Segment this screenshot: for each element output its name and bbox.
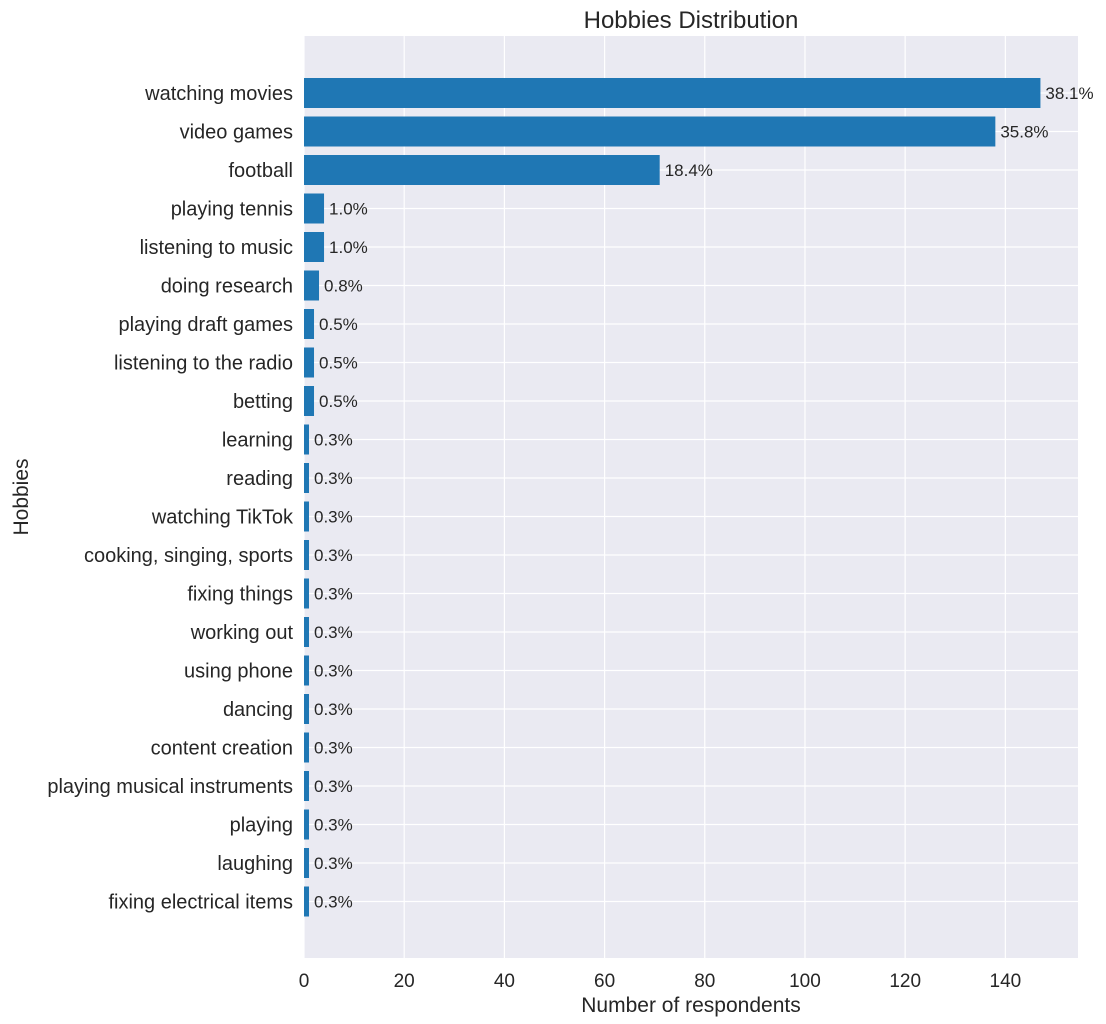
category-label: watching movies [144,83,293,105]
data-label: 38.1% [1045,84,1093,103]
bar [304,232,325,262]
category-label: working out [190,622,294,644]
bar [304,424,310,455]
category-label: playing draft games [118,314,293,336]
bar [304,809,310,840]
data-label: 0.3% [314,700,353,719]
category-label: doing research [161,276,293,298]
bar [304,386,315,416]
category-label: dancing [223,699,293,721]
category-label: watching TikTok [151,507,294,529]
category-label: content creation [151,738,293,760]
bar [304,655,310,686]
data-label: 0.3% [314,431,353,450]
data-label: 0.3% [314,893,353,912]
data-label: 35.8% [1000,123,1048,142]
data-label: 0.3% [314,739,353,758]
bar [304,617,310,647]
x-tick-label: 40 [494,971,515,992]
category-label: cooking, singing, sports [84,545,293,567]
bar [304,540,310,570]
bar [304,116,996,147]
data-label: 0.8% [324,277,363,296]
plot-area [304,36,1078,958]
bar [304,193,325,224]
x-axis-title: Number of respondents [581,994,800,1017]
category-label: video games [180,122,293,144]
category-labels: watching movies video games football playin… [47,83,294,914]
category-label: laughing [217,853,293,875]
bar [304,270,320,301]
y-axis-title: Hobbies [10,458,33,535]
category-label: playing tennis [171,199,293,221]
category-label: learning [222,430,293,452]
data-label: 0.3% [314,546,353,565]
x-tick-label: 140 [990,971,1022,992]
bar [304,578,310,609]
data-label: 0.3% [314,508,353,527]
category-label: listening to music [140,237,293,259]
data-label: 1.0% [329,238,368,257]
bar [304,463,310,493]
bar [304,848,310,878]
data-label: 0.3% [314,777,353,796]
chart-title: Hobbies Distribution [584,7,799,34]
category-label: playing [230,815,293,837]
data-label: 1.0% [329,200,368,219]
category-label: playing musical instruments [47,776,293,798]
data-label: 0.3% [314,585,353,604]
x-tick-label: 80 [694,971,715,992]
data-label: 0.5% [319,354,358,373]
data-label: 0.3% [314,854,353,873]
bar [304,309,315,339]
category-label: using phone [184,661,293,683]
bar [304,771,310,801]
data-label: 0.5% [319,392,358,411]
bar [304,78,1041,108]
category-label: betting [233,391,293,413]
data-label: 0.3% [314,469,353,488]
data-label: 0.5% [319,315,358,334]
x-tick-labels: 0 20 40 60 80 100 120 140 [299,971,1021,992]
bar [304,347,315,378]
bar [304,886,310,917]
data-labels: 38.1% 35.8% 18.4% 1.0% 1.0% 0.8% 0.5% 0.5% 0.5% 0… [314,84,1094,912]
bar [304,155,660,185]
x-tick-label: 60 [594,971,615,992]
category-label: listening to the radio [114,353,293,375]
data-label: 0.3% [314,816,353,835]
x-tick-label: 100 [789,971,821,992]
x-tick-label: 20 [394,971,415,992]
category-label: fixing electrical items [108,892,293,914]
x-tick-label: 0 [299,971,310,992]
data-label: 0.3% [314,623,353,642]
category-label: reading [226,468,293,490]
data-label: 18.4% [665,161,713,180]
bar [304,501,310,532]
bar [304,732,310,763]
data-label: 0.3% [314,662,353,681]
bar [304,694,310,724]
category-label: football [229,160,294,182]
x-tick-label: 120 [889,971,921,992]
category-label: fixing things [187,584,293,606]
bars [304,78,1041,917]
